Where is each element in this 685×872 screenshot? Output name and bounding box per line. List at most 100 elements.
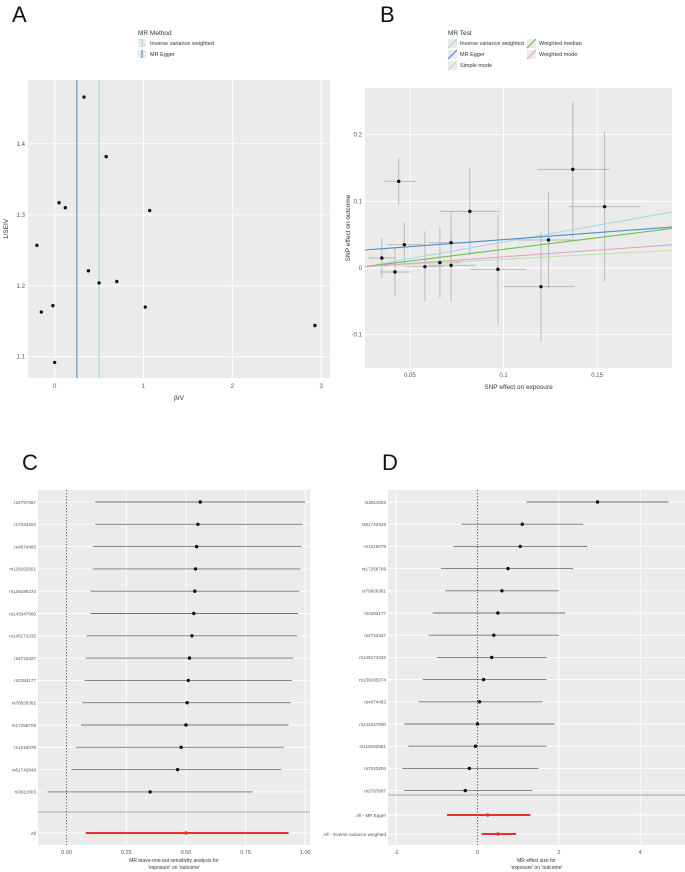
snp-label: rs4722327 <box>364 633 386 638</box>
point-estimate <box>190 634 194 638</box>
snp-label: rs76926361 <box>12 701 37 706</box>
plot-area <box>388 490 685 845</box>
point-estimate <box>518 544 522 549</box>
point-estimate <box>595 500 600 504</box>
snp-label: rs3911603 <box>15 790 37 795</box>
data-point-a <box>86 269 91 273</box>
snp-label: rs4722327 <box>14 656 36 661</box>
x-tick-label: -2 <box>394 850 399 856</box>
point-estimate <box>193 567 198 571</box>
x-axis-label-line: 'exposure' on 'outcome' <box>148 865 200 871</box>
point-estimate <box>500 589 504 593</box>
legend-swatch-b <box>447 60 458 71</box>
data-point-b <box>496 267 500 272</box>
x-tick-label: 0.25 <box>121 850 132 856</box>
x-tick-label: 0.50 <box>181 850 192 856</box>
snp-label: rs2283177 <box>14 678 36 683</box>
legend-label-b: Inverse variance weighted <box>460 41 524 47</box>
data-point-b <box>449 240 453 245</box>
snp-label: rs118162561 <box>10 567 37 572</box>
point-estimate <box>179 745 183 749</box>
y-tick-label-b: -0.1 <box>352 333 363 339</box>
data-point-a <box>63 206 68 210</box>
point-estimate <box>492 633 496 637</box>
point-estimate <box>187 656 192 660</box>
panel-a-mr-funnel-plot: 0 1 2 3 1.1 1.2 1.3 1.4 βIV 1/SEIV MR Method Invers… <box>3 30 330 402</box>
point-estimate <box>148 790 152 794</box>
x-tick-label-a: 1 <box>142 384 146 390</box>
x-tick-label-a: 3 <box>319 384 323 390</box>
x-axis-label-line: MR leave-one-out sensitivity analysis fo… <box>129 858 219 864</box>
point-estimate <box>184 723 188 727</box>
snp-label: rs139195374 <box>9 589 36 594</box>
plot-area-a <box>28 80 330 378</box>
snp-label: rs2797687 <box>14 500 36 505</box>
y-tick-label-b: 0.2 <box>354 133 363 139</box>
summary-point-estimate <box>184 831 188 835</box>
data-point-b <box>396 179 401 184</box>
data-point-a <box>52 360 57 365</box>
y-tick-label-a: 1.3 <box>17 213 26 219</box>
data-point-a <box>97 281 101 285</box>
legend-label-a: Inverse variance weighted <box>150 41 214 47</box>
point-estimate <box>477 700 482 704</box>
y-tick-label-b: 0.1 <box>354 199 363 205</box>
data-point-b <box>468 209 472 214</box>
x-tick-label-a: 0 <box>53 384 57 390</box>
data-point-a <box>57 201 61 205</box>
y-tick-label-a: 1.1 <box>17 355 26 361</box>
snp-label: rs61742849 <box>12 767 37 772</box>
y-axis-label-b: SNP effect on outcome <box>345 194 352 261</box>
point-estimate <box>506 566 510 571</box>
x-tick-label: 0.75 <box>240 850 251 856</box>
snp-label: rs1016079 <box>364 544 386 549</box>
summary-point-estimate <box>496 832 500 836</box>
data-point-a <box>82 95 86 99</box>
summary-label: All - Inverse variance weighted <box>323 832 386 837</box>
snp-label: rs139195374 <box>359 677 386 682</box>
summary-label: All <box>31 831 36 836</box>
snp-label: rs145171032 <box>9 634 36 639</box>
regression-line-b <box>364 244 673 268</box>
plot-area-b <box>365 88 672 368</box>
x-tick-label-b: 0.05 <box>404 373 416 379</box>
snp-label: rs145171032 <box>359 655 386 660</box>
snp-label: rs143347000 <box>9 611 36 616</box>
panel-label-a: A <box>12 2 27 27</box>
regression-line-b <box>364 227 673 268</box>
legend-label-b: Simple mode <box>460 63 492 69</box>
point-estimate <box>198 500 202 504</box>
data-point-a <box>313 323 317 328</box>
snp-label: rs4674463 <box>364 700 386 705</box>
point-estimate <box>185 701 189 705</box>
regression-line-b <box>364 249 673 268</box>
point-estimate <box>520 522 524 526</box>
regression-line-b <box>364 226 673 251</box>
point-estimate <box>490 655 494 660</box>
y-tick-label-a: 1.4 <box>17 142 26 148</box>
legend-swatch-b <box>526 49 537 60</box>
x-axis-label-b: SNP effect on exposure <box>484 384 553 391</box>
x-tick-label: 1.00 <box>300 850 311 856</box>
x-tick-label: 0.00 <box>61 850 72 856</box>
panel-label-c: C <box>22 450 38 475</box>
snp-label: rs4674463 <box>14 544 36 549</box>
point-estimate <box>481 677 486 682</box>
x-axis-label-line: 'exposure' on 'outcome' <box>511 865 563 871</box>
legend-swatch-b <box>447 38 458 49</box>
legend-label-b: MR Egger <box>460 52 485 58</box>
panel-label-d: D <box>382 450 398 475</box>
data-point-b <box>571 167 575 172</box>
point-estimate <box>186 678 191 683</box>
point-estimate <box>463 788 468 793</box>
x-axis-label-a: βIV <box>174 395 185 402</box>
regression-line-b <box>364 211 673 268</box>
snp-label: rs143347000 <box>359 722 386 727</box>
data-point-a <box>39 310 44 314</box>
snp-label: rs7043204 <box>14 522 36 527</box>
point-estimate <box>473 744 478 748</box>
data-point-b <box>402 242 407 247</box>
data-point-b <box>393 270 397 274</box>
point-estimate <box>467 766 472 771</box>
panel-c-leave-one-out-forest: 0.00 0.25 0.50 0.75 1.00 rs2797687 rs7043204 rs… <box>9 490 311 871</box>
